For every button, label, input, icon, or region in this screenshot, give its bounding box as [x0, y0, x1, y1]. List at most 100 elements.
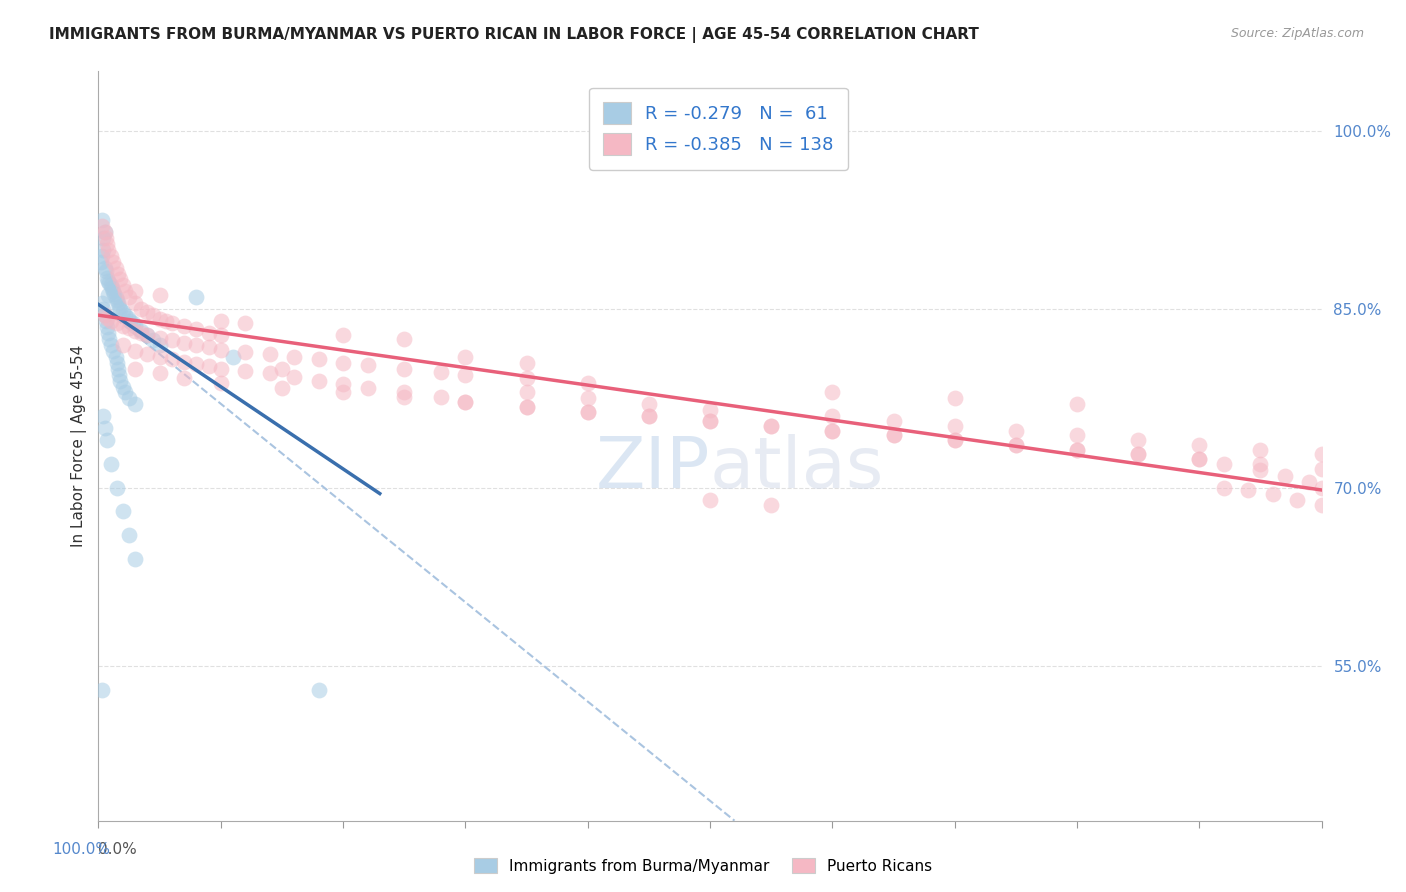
- Point: [91, 231, 114, 245]
- Point: [149, 338, 172, 352]
- Point: [576, 376, 599, 390]
- Point: [101, 285, 124, 299]
- Point: [91, 302, 114, 317]
- Text: atlas: atlas: [710, 434, 884, 503]
- Point: [136, 328, 159, 343]
- Point: [1286, 492, 1309, 507]
- Point: [943, 392, 966, 406]
- Point: [392, 385, 416, 400]
- Point: [233, 345, 256, 359]
- Point: [821, 424, 844, 438]
- Point: [110, 374, 132, 388]
- Point: [124, 361, 146, 376]
- Point: [98, 276, 121, 290]
- Text: IMMIGRANTS FROM BURMA/MYANMAR VS PUERTO RICAN IN LABOR FORCE | AGE 45-54 CORRELA: IMMIGRANTS FROM BURMA/MYANMAR VS PUERTO …: [49, 27, 979, 43]
- Point: [97, 326, 120, 340]
- Point: [576, 404, 599, 418]
- Point: [173, 371, 195, 385]
- Point: [93, 225, 115, 239]
- Point: [186, 357, 208, 371]
- Point: [1212, 457, 1234, 471]
- Point: [1310, 447, 1333, 461]
- Point: [111, 338, 134, 352]
- Point: [173, 354, 195, 368]
- Point: [124, 318, 146, 333]
- Point: [454, 395, 477, 409]
- Text: ZIP: ZIP: [596, 434, 710, 503]
- Point: [1310, 499, 1333, 513]
- Point: [142, 308, 165, 322]
- Point: [93, 308, 115, 322]
- Point: [104, 350, 127, 364]
- Point: [108, 300, 131, 314]
- Point: [136, 347, 159, 361]
- Point: [94, 264, 117, 278]
- Point: [90, 254, 112, 268]
- Point: [101, 254, 124, 268]
- Point: [118, 321, 141, 335]
- Point: [1274, 468, 1296, 483]
- Text: Source: ZipAtlas.com: Source: ZipAtlas.com: [1230, 27, 1364, 40]
- Point: [1004, 438, 1026, 452]
- Point: [91, 213, 114, 227]
- Point: [91, 249, 114, 263]
- Point: [1188, 452, 1211, 467]
- Point: [516, 400, 538, 414]
- Point: [97, 243, 120, 257]
- Legend: R = -0.279   N =  61, R = -0.385   N = 138: R = -0.279 N = 61, R = -0.385 N = 138: [589, 88, 848, 169]
- Point: [430, 390, 453, 404]
- Legend: Immigrants from Burma/Myanmar, Puerto Ricans: Immigrants from Burma/Myanmar, Puerto Ri…: [468, 852, 938, 880]
- Point: [637, 397, 661, 411]
- Point: [173, 335, 195, 350]
- Point: [283, 350, 305, 364]
- Point: [883, 428, 905, 442]
- Point: [103, 286, 125, 301]
- Point: [96, 310, 118, 325]
- Point: [821, 385, 844, 400]
- Point: [356, 381, 378, 395]
- Point: [96, 320, 118, 334]
- Point: [332, 377, 354, 392]
- Point: [105, 317, 128, 331]
- Point: [118, 528, 141, 542]
- Point: [111, 379, 134, 393]
- Point: [332, 385, 354, 400]
- Point: [129, 324, 152, 338]
- Point: [356, 358, 378, 372]
- Point: [118, 392, 141, 406]
- Point: [332, 328, 354, 343]
- Point: [209, 376, 232, 390]
- Point: [576, 404, 599, 418]
- Point: [98, 332, 121, 346]
- Point: [233, 364, 256, 378]
- Point: [1188, 452, 1211, 467]
- Point: [96, 236, 118, 251]
- Point: [1298, 475, 1320, 489]
- Point: [761, 418, 783, 433]
- Point: [1128, 433, 1150, 447]
- Point: [883, 414, 905, 428]
- Point: [1188, 438, 1211, 452]
- Point: [259, 367, 281, 381]
- Point: [111, 504, 134, 518]
- Point: [1066, 442, 1088, 457]
- Point: [107, 267, 129, 281]
- Point: [91, 682, 114, 697]
- Text: 100.0%: 100.0%: [52, 842, 111, 856]
- Point: [114, 385, 136, 400]
- Point: [110, 272, 132, 286]
- Point: [124, 296, 146, 310]
- Point: [149, 350, 172, 364]
- Point: [209, 328, 232, 343]
- Point: [1066, 397, 1088, 411]
- Point: [91, 409, 114, 424]
- Point: [97, 288, 120, 302]
- Point: [100, 457, 122, 471]
- Point: [197, 340, 219, 354]
- Point: [197, 359, 219, 374]
- Point: [105, 481, 128, 495]
- Point: [516, 400, 538, 414]
- Point: [124, 324, 146, 338]
- Point: [104, 290, 127, 304]
- Point: [118, 290, 141, 304]
